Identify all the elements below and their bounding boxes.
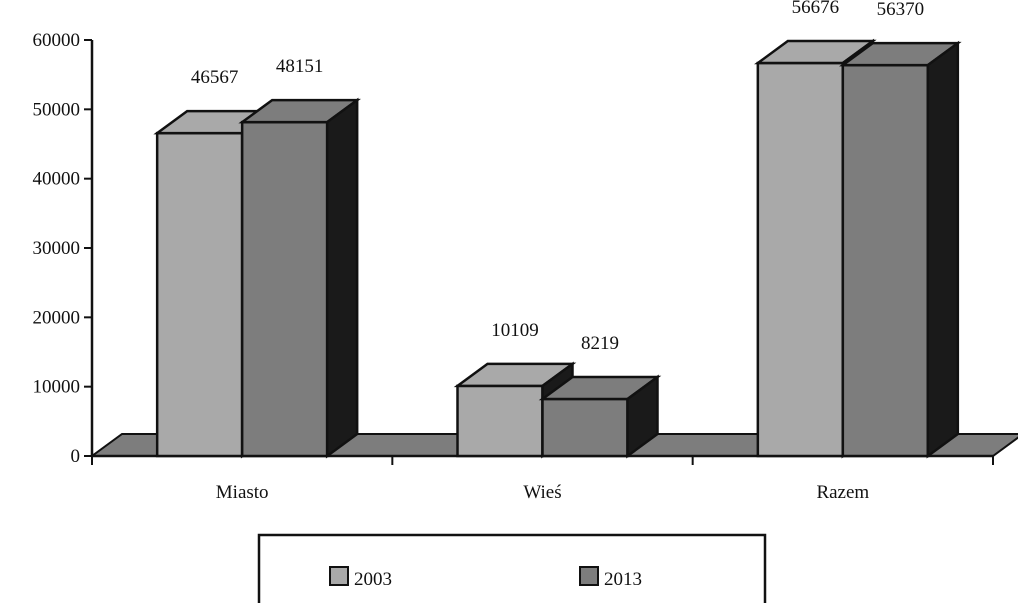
bar-2013-0: [238, 97, 361, 459]
legend-label: 2003: [354, 569, 392, 590]
data-label: 56370: [877, 0, 925, 20]
y-tick-label: 50000: [33, 99, 81, 120]
y-tick-label: 60000: [33, 30, 81, 51]
bar-side: [325, 97, 359, 459]
chart-labels: 46567 48151 Miasto 10109 8219 Wieś 56676 56370 R…: [191, 0, 924, 503]
data-label: 48151: [276, 56, 324, 77]
bar-front: [841, 63, 930, 458]
data-label: 46567: [191, 67, 239, 88]
data-label: 56676: [792, 0, 840, 18]
data-label: 10109: [491, 320, 539, 341]
bar-side: [926, 40, 960, 459]
legend-swatch: [329, 566, 349, 586]
legend-item: 2013: [579, 566, 642, 590]
legend-label: 2013: [604, 569, 642, 590]
legend-item: 2003: [329, 566, 392, 590]
bar-front: [240, 120, 329, 458]
bar-front: [541, 397, 629, 458]
y-tick-label: 0: [71, 446, 81, 467]
bar-2013-1: [538, 374, 662, 459]
y-tick-label: 10000: [33, 377, 81, 398]
data-label: 8219: [581, 333, 619, 354]
category-label: Razem: [816, 482, 869, 503]
bar-front: [155, 131, 244, 458]
bar-2013-2: [839, 40, 962, 459]
bar-front: [756, 61, 845, 458]
y-tick-label: 40000: [33, 169, 81, 190]
bar-front: [456, 384, 544, 458]
y-tick-label: 20000: [33, 307, 81, 328]
category-label: Wieś: [523, 482, 561, 503]
y-tick-label: 30000: [33, 238, 81, 259]
legend-swatch: [579, 566, 599, 586]
bar-side: [626, 374, 659, 459]
category-label: Miasto: [216, 482, 269, 503]
legend: 2003 2013: [257, 533, 767, 603]
chart-bars: [153, 38, 962, 459]
